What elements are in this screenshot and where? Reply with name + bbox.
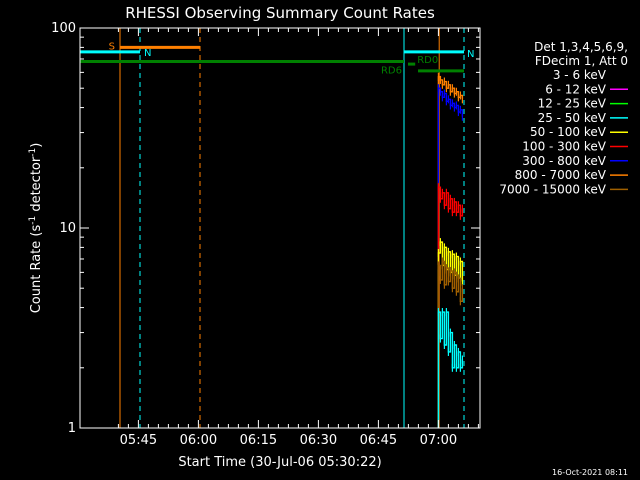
y-axis: 1 10 100 [51, 21, 480, 436]
series-line-2 [437, 186, 464, 428]
legend-entry-label-8: 7000 - 15000 keV [499, 182, 606, 196]
legend-entry-label-4: 50 - 100 keV [530, 125, 607, 139]
x-tick-label-0: 05:45 [120, 433, 157, 448]
x-tick-label-1: 06:00 [180, 433, 217, 448]
y-tick-label-1: 10 [59, 221, 76, 236]
y-axis-label: Count Rate (s-1 detector-1) [28, 143, 44, 314]
legend-header-1: FDecim 1, Att 0 [535, 54, 628, 68]
x-tick-label-4: 06:45 [360, 433, 397, 448]
chart-title: RHESSI Observing Summary Count Rates [125, 4, 435, 22]
y-axis-label-sup2: -1 [28, 148, 38, 157]
y-axis-label-part1: Count Rate (s [29, 225, 44, 314]
x-axis-label: Start Time (30-Jul-06 05:30:22) [178, 455, 381, 470]
flag-label-1: N [144, 48, 151, 59]
legend-entry-label-3: 25 - 50 keV [538, 111, 607, 125]
y-axis-label-part3: ) [29, 143, 44, 148]
y-axis-label-part2: detector [29, 156, 44, 216]
y-tick-label-2: 100 [51, 21, 76, 36]
y-axis-label-sup1: -1 [28, 216, 38, 225]
legend-entry-label-7: 800 - 7000 keV [515, 168, 607, 182]
vertical-markers [80, 28, 465, 428]
x-axis: 05:45 06:00 06:15 06:30 06:45 07:00 [117, 28, 479, 448]
x-tick-label-5: 07:00 [420, 433, 457, 448]
flag-label-2: N [467, 49, 474, 60]
legend-entry-label-2: 12 - 25 keV [538, 97, 607, 111]
flag-label-0: S [109, 41, 115, 52]
flag-bars: S N N RD0 RD6 [80, 41, 474, 76]
legend-entry-label-1: 6 - 12 keV [545, 82, 607, 96]
legend-entry-label-6: 300 - 800 keV [522, 154, 606, 168]
legend-entry-label-0: 3 - 6 keV [553, 68, 607, 82]
legend: Det 1,3,4,5,6,9,FDecim 1, Att 03 - 6 keV… [499, 40, 628, 196]
generated-timestamp: 16-Oct-2021 08:11 [552, 468, 628, 477]
legend-header-0: Det 1,3,4,5,6,9, [534, 40, 628, 54]
flag-label-4: RD6 [381, 65, 402, 76]
y-tick-label-0: 1 [68, 421, 76, 436]
x-tick-label-2: 06:15 [240, 433, 277, 448]
series-layer [437, 72, 464, 428]
x-tick-label-3: 06:30 [300, 433, 337, 448]
legend-entry-label-5: 100 - 300 keV [522, 140, 606, 154]
flag-label-3: RD0 [417, 55, 438, 66]
